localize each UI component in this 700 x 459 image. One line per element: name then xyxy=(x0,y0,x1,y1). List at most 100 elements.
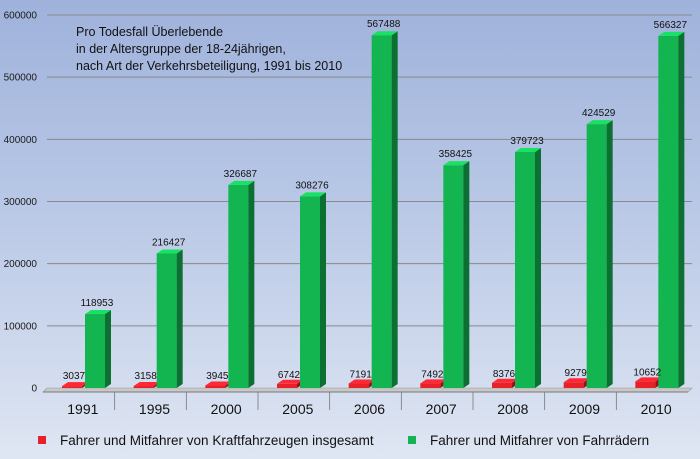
bar-front xyxy=(62,386,82,388)
bar-front xyxy=(515,151,535,388)
bar-top xyxy=(492,378,518,383)
x-tick-label-2007: 2007 xyxy=(426,401,457,417)
data-label-fahrrad-2010: 566327 xyxy=(654,20,688,31)
bar-front xyxy=(492,382,512,388)
bar-kfz-2006 xyxy=(348,379,375,388)
title-line-1: Pro Todesfall Überlebende xyxy=(76,25,223,39)
bar-top xyxy=(62,382,88,387)
bar-front xyxy=(420,383,441,388)
bar-fahrrad-2007 xyxy=(443,161,470,388)
bar-kfz-1995 xyxy=(133,382,160,388)
x-tick-label-1991: 1991 xyxy=(67,401,98,417)
bar-top xyxy=(277,379,303,384)
bar-fahrrad-2010 xyxy=(658,31,685,389)
gridlines xyxy=(47,14,692,327)
data-label-kfz-2009: 9279 xyxy=(565,368,588,379)
title-line-2: in der Altersgruppe der 18-24jährigen, xyxy=(76,42,286,56)
data-labels: 3037 118953 3158 216427 3945 326687 6742 308276… xyxy=(63,19,688,382)
x-tick-label-2010: 2010 xyxy=(641,401,672,417)
x-tick-label-1995: 1995 xyxy=(139,401,170,417)
bar-side xyxy=(320,192,326,388)
bar-top xyxy=(586,120,613,125)
x-tick-label-2008: 2008 xyxy=(497,401,528,417)
chart-floor-surface xyxy=(42,387,693,393)
x-tick-label-2009: 2009 xyxy=(569,401,600,417)
data-label-fahrrad-1995: 216427 xyxy=(152,237,186,248)
bars xyxy=(62,31,685,389)
x-tick-label-2006: 2006 xyxy=(354,401,385,417)
data-label-fahrrad-2008: 379723 xyxy=(510,136,544,147)
bar-top xyxy=(420,379,447,384)
data-label-fahrrad-2000: 326687 xyxy=(224,169,258,180)
data-label-fahrrad-2006: 567488 xyxy=(367,19,401,30)
data-label-kfz-2007: 7492 xyxy=(421,369,444,380)
title-line-3: nach Art der Verkehrsbeteiligung, 1991 b… xyxy=(76,59,342,73)
bar-top xyxy=(563,378,590,383)
data-label-kfz-2006: 7191 xyxy=(350,370,373,381)
y-tick-label-4: 400000 xyxy=(4,135,38,146)
bar-top xyxy=(205,381,232,386)
bar-side xyxy=(678,31,685,389)
bar-side xyxy=(535,147,541,388)
bar-side xyxy=(606,120,613,388)
chart-floor xyxy=(42,387,693,393)
bar-top xyxy=(133,382,160,387)
bar-front xyxy=(635,381,656,388)
x-axis-category-labels: 1991 1995 2000 2005 2006 2007 2008 2009 2010 xyxy=(67,392,672,417)
bar-kfz-2005 xyxy=(277,379,303,388)
bar-front xyxy=(371,35,392,388)
bar-fahrrad-2000 xyxy=(228,180,255,388)
y-tick-label-3: 300000 xyxy=(4,197,38,208)
bar-top xyxy=(443,161,470,166)
x-tick-label-2005: 2005 xyxy=(282,401,313,417)
chart-title: Pro Todesfall Überlebende in der Altersg… xyxy=(76,25,342,73)
bar-fahrrad-2005 xyxy=(300,192,326,388)
bar-top xyxy=(658,31,685,36)
bar-kfz-2000 xyxy=(205,381,232,388)
data-label-fahrrad-2009: 424529 xyxy=(582,108,616,119)
y-tick-label-2: 200000 xyxy=(4,259,38,270)
bar-side xyxy=(176,249,183,388)
data-label-kfz-1995: 3158 xyxy=(135,371,158,382)
bar-front xyxy=(300,196,320,388)
bar-top xyxy=(300,192,326,197)
bar-fahrrad-1995 xyxy=(156,249,183,388)
bar-fahrrad-2009 xyxy=(586,120,613,388)
data-label-fahrrad-1991: 118953 xyxy=(81,298,114,309)
data-label-kfz-1991: 3037 xyxy=(63,371,86,382)
bar-front xyxy=(658,35,679,388)
bar-front xyxy=(205,385,226,388)
bar-top xyxy=(156,249,183,254)
bar-front xyxy=(156,253,177,388)
y-axis-tick-labels: 0 100000 200000 300000 400000 500000 600000 xyxy=(4,11,38,395)
bar-kfz-2010 xyxy=(635,377,662,388)
bar-fahrrad-2008 xyxy=(515,147,541,388)
bar-front xyxy=(228,184,249,388)
y-tick-label-6: 600000 xyxy=(4,11,38,22)
bar-top xyxy=(515,147,541,152)
data-label-kfz-2000: 3945 xyxy=(206,371,229,382)
bar-front xyxy=(133,386,154,388)
bar-top xyxy=(228,180,255,185)
data-label-fahrrad-2007: 358425 xyxy=(439,149,473,160)
legend: Fahrer und Mitfahrer von Kraftfahrzeugen… xyxy=(38,433,649,448)
bar-front xyxy=(586,124,607,388)
legend-swatch-fahrrad xyxy=(408,436,416,444)
data-label-fahrrad-2005: 308276 xyxy=(295,180,329,191)
bar-kfz-1991 xyxy=(62,382,88,388)
bar-side xyxy=(463,161,470,388)
y-tick-label-0: 0 xyxy=(31,384,37,395)
data-label-kfz-2008: 8376 xyxy=(493,369,516,380)
bar-front xyxy=(348,383,369,388)
x-tick-label-2000: 2000 xyxy=(211,401,242,417)
bar-fahrrad-1991 xyxy=(85,310,111,388)
data-label-kfz-2010: 10652 xyxy=(633,367,661,378)
bar-top xyxy=(635,377,662,382)
legend-label-kfz: Fahrer und Mitfahrer von Kraftfahrzeugen… xyxy=(60,433,374,448)
bar-side xyxy=(248,180,255,388)
legend-label-fahrrad: Fahrer und Mitfahrer von Fahrrädern xyxy=(430,433,649,448)
bar-side xyxy=(391,31,398,388)
bar-top xyxy=(348,379,375,384)
